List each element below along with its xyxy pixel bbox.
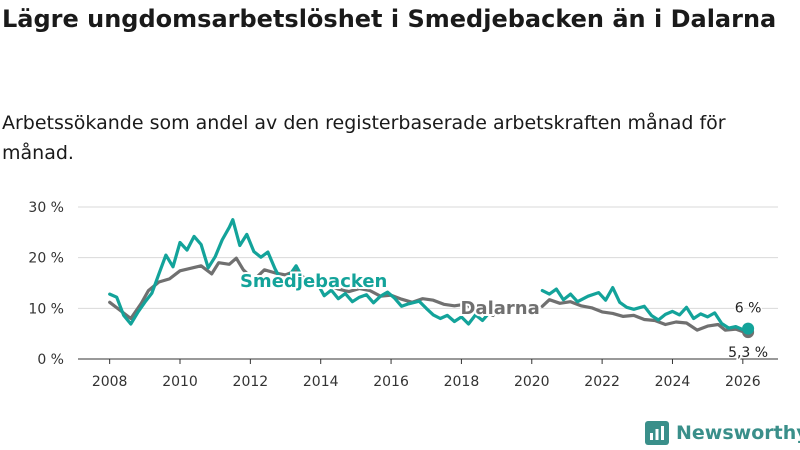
x-tick-label: 2014 (303, 374, 339, 390)
x-tick-label: 2026 (725, 374, 761, 390)
brand-logo: Newsworthy (645, 420, 800, 446)
y-tick-label: 0 % (37, 352, 64, 368)
end-value-label-dalarna: 5,3 % (728, 345, 768, 361)
x-tick-label: 2018 (444, 374, 480, 390)
series-line-dalarna (108, 256, 750, 334)
y-tick-label: 10 % (28, 301, 64, 317)
y-tick-label: 20 % (28, 251, 64, 267)
series-end-dot-smedjebacken (742, 322, 755, 335)
x-tick-label: 2012 (233, 374, 269, 390)
bar-chart-icon (645, 421, 669, 445)
series-label-dalarna: Dalarna (460, 298, 539, 319)
x-tick-label: 2016 (373, 374, 409, 390)
series-label-smedjebacken: Smedjebacken (240, 271, 387, 292)
end-value-label-smedjebacken: 6 % (735, 301, 762, 317)
chart-title: Lägre ungdomsarbetslöshet i Smedjebacken… (2, 5, 777, 33)
y-tick-label: 30 % (28, 200, 64, 216)
x-tick-label: 2022 (584, 374, 620, 390)
x-tick-label: 2010 (162, 374, 198, 390)
series-line-smedjebacken (108, 218, 750, 332)
x-tick-label: 2008 (92, 374, 128, 390)
x-tick-label: 2024 (655, 374, 691, 390)
brand-name: Newsworthy (676, 422, 800, 444)
chart-subtitle: Arbetssökande som andel av den registerb… (2, 112, 726, 164)
x-tick-label: 2020 (514, 374, 550, 390)
